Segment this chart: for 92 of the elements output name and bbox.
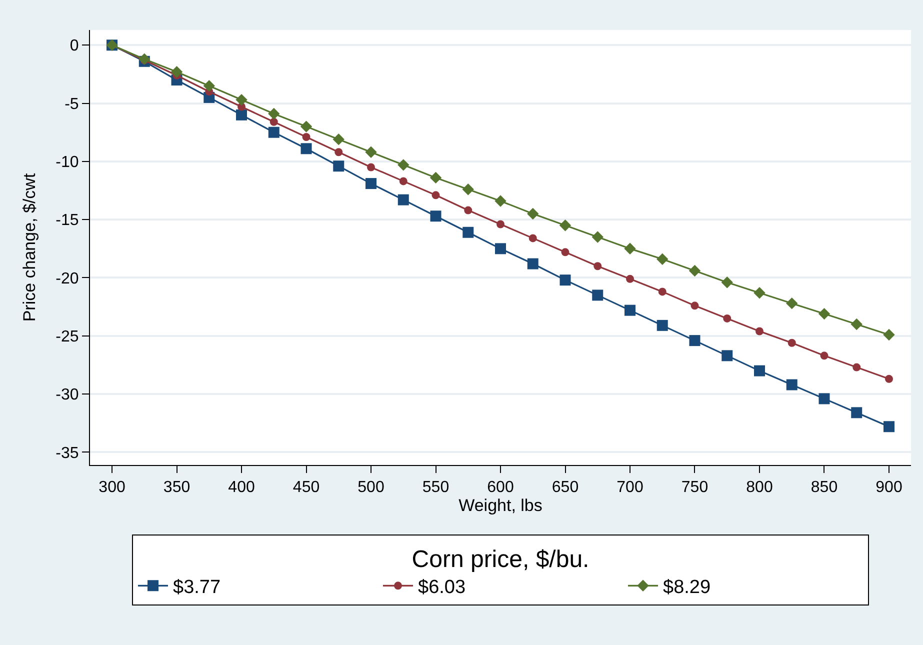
- point: [786, 297, 798, 310]
- point: [592, 290, 604, 301]
- point: [560, 274, 571, 286]
- point: [818, 308, 830, 320]
- point: [626, 274, 634, 283]
- point: [496, 220, 504, 228]
- point: [786, 379, 798, 390]
- x-tick-label: 350: [163, 479, 190, 496]
- point: [170, 66, 183, 78]
- point: [270, 118, 278, 126]
- point: [268, 126, 280, 138]
- point: [721, 276, 733, 288]
- point: [464, 206, 472, 214]
- point: [883, 328, 895, 341]
- point: [528, 234, 537, 242]
- point: [495, 243, 506, 254]
- point: [399, 177, 408, 186]
- point: [755, 327, 764, 336]
- legend-label: $6.03: [418, 577, 466, 598]
- point: [754, 287, 766, 299]
- point: [462, 183, 474, 196]
- point: [300, 143, 312, 154]
- x-tick-label: 850: [810, 479, 838, 496]
- x-tick-label: 450: [292, 479, 320, 496]
- point: [594, 262, 602, 270]
- point: [398, 194, 409, 206]
- point: [624, 242, 636, 255]
- point: [332, 133, 344, 146]
- point: [690, 302, 699, 310]
- point: [561, 248, 570, 256]
- point: [138, 53, 150, 65]
- point: [656, 253, 668, 265]
- y-axis-title: Price change, $/cwt: [20, 173, 40, 322]
- point: [722, 350, 733, 362]
- y-tick-label: -5: [64, 96, 79, 113]
- point: [494, 195, 506, 207]
- point: [462, 226, 474, 238]
- point: [624, 304, 636, 316]
- point: [884, 374, 893, 383]
- x-tick-label: 600: [487, 479, 514, 496]
- point: [851, 407, 862, 418]
- point: [656, 320, 668, 331]
- point: [592, 231, 604, 243]
- point: [432, 191, 440, 200]
- legend-title: Corn price, $/bu.: [412, 546, 590, 573]
- point: [883, 421, 894, 432]
- y-tick-label: -25: [56, 328, 79, 346]
- point: [818, 393, 830, 404]
- x-tick-label: 700: [616, 479, 644, 496]
- point: [333, 160, 344, 172]
- y-tick-label: -30: [56, 386, 79, 404]
- x-tick-label: 550: [422, 479, 450, 496]
- point: [398, 159, 410, 171]
- point: [365, 146, 377, 158]
- point: [236, 109, 248, 120]
- point: [559, 220, 572, 232]
- point: [852, 363, 861, 372]
- point: [723, 314, 732, 322]
- y-tick-label: -35: [56, 444, 79, 462]
- point: [430, 210, 442, 222]
- x-tick-label: 300: [98, 479, 126, 496]
- point: [203, 80, 215, 92]
- point: [688, 264, 701, 277]
- point: [754, 365, 765, 376]
- point: [268, 108, 280, 120]
- point: [850, 318, 862, 330]
- point: [788, 338, 796, 347]
- x-tick-label: 500: [358, 479, 384, 496]
- x-tick-label: 750: [681, 479, 708, 496]
- point: [367, 163, 375, 172]
- x-axis-title: Weight, lbs: [458, 496, 542, 516]
- y-tick-label: -15: [56, 212, 79, 230]
- point: [820, 352, 828, 360]
- legend-label: $8.29: [663, 577, 711, 598]
- point: [300, 120, 312, 132]
- point: [658, 288, 666, 296]
- point: [430, 172, 442, 184]
- x-tick-label: 800: [746, 479, 773, 496]
- x-tick-label: 900: [876, 479, 902, 496]
- x-tick-label: 400: [228, 479, 255, 496]
- point: [334, 148, 343, 156]
- x-tick-label: 650: [552, 479, 579, 496]
- y-tick-label: -10: [56, 154, 79, 172]
- point: [527, 258, 538, 270]
- point: [302, 133, 310, 142]
- y-tick-label: -20: [56, 270, 79, 288]
- y-tick-label: 0: [70, 38, 79, 55]
- point: [366, 178, 376, 190]
- point: [689, 335, 700, 346]
- point: [236, 94, 248, 106]
- point: [527, 208, 539, 220]
- legend-label: $3.77: [173, 577, 221, 598]
